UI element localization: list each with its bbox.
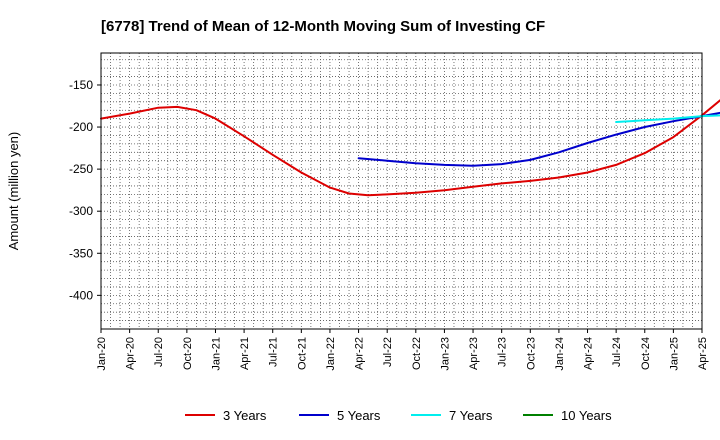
plot-area — [101, 53, 702, 329]
x-tick-label: Oct-23 — [525, 337, 537, 370]
chart-title: [6778] Trend of Mean of 12-Month Moving … — [101, 18, 545, 35]
y-tick-label: -350 — [69, 246, 93, 260]
y-tick-label: -250 — [69, 162, 93, 176]
x-tick-label: Oct-20 — [182, 337, 194, 370]
x-tick-label: Jan-21 — [210, 337, 222, 371]
legend-label: 5 Years — [337, 408, 381, 423]
x-tick-label: Jan-25 — [668, 337, 680, 371]
x-tick-label: Jan-20 — [96, 337, 108, 371]
y-tick-label: -300 — [69, 204, 93, 218]
y-tick-label: -200 — [69, 120, 93, 134]
x-tick-label: Oct-21 — [296, 337, 308, 370]
y-tick-label: -150 — [69, 78, 93, 92]
x-tick-label: Jan-22 — [325, 337, 337, 371]
x-tick-label: Apr-23 — [468, 337, 480, 370]
series-layer — [100, 99, 720, 197]
x-tick-label: Oct-22 — [411, 337, 423, 370]
x-tick-label: Oct-24 — [640, 337, 652, 370]
x-tick-label: Jul-24 — [611, 337, 623, 367]
x-tick-label: Jul-23 — [497, 337, 509, 367]
legend: 3 Years 5 Years 7 Years 10 Years — [185, 408, 612, 423]
plot-frame — [100, 52, 703, 330]
x-tick-label: Jul-20 — [153, 337, 165, 367]
legend-label: 10 Years — [561, 408, 612, 423]
series-line-3-years — [100, 99, 720, 197]
series-line-5-years — [357, 111, 720, 167]
y-axis-label: Amount (million yen) — [6, 132, 21, 251]
y-axis: -150 -200 -250 -300 -350 -400 — [69, 78, 101, 302]
y-tick-label: -400 — [69, 288, 93, 302]
x-tick-label: Apr-21 — [239, 337, 251, 370]
x-axis: Jan-20 Apr-20 Jul-20 Oct-20 Jan-21 Apr-21 Jul-… — [96, 329, 709, 371]
legend-label: 3 Years — [223, 408, 267, 423]
x-tick-label: Jul-22 — [382, 337, 394, 367]
x-tick-label: Apr-22 — [354, 337, 366, 370]
legend-label: 7 Years — [449, 408, 493, 423]
x-tick-label: Apr-24 — [583, 337, 595, 370]
x-tick-label: Jul-21 — [268, 337, 280, 367]
x-tick-label: Apr-25 — [697, 337, 709, 370]
x-tick-label: Jan-23 — [439, 337, 451, 371]
series-line-7-years — [615, 114, 720, 123]
grid — [101, 53, 702, 329]
x-tick-label: Jan-24 — [554, 337, 566, 371]
x-tick-label: Apr-20 — [125, 337, 137, 370]
